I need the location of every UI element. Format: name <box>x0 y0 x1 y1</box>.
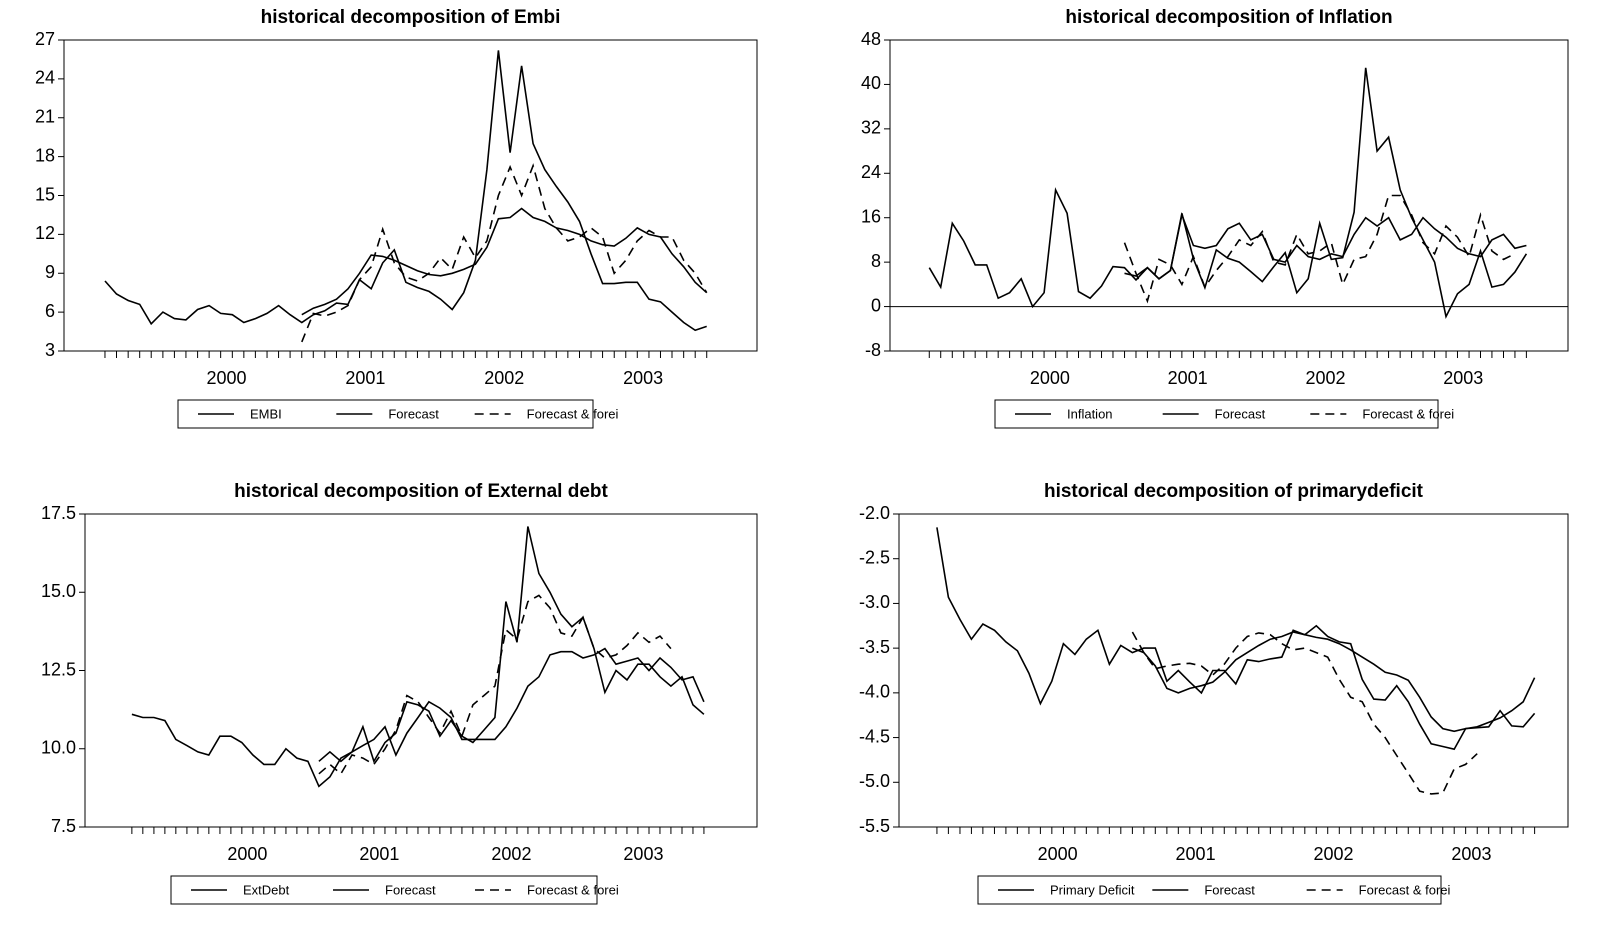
chart-panel: historical decomposition of External deb… <box>41 481 758 905</box>
x-tick-label: 2000 <box>1038 844 1078 864</box>
x-tick-label: 2001 <box>1168 368 1208 388</box>
x-tick-label: 2002 <box>491 844 531 864</box>
chart-panel: historical decomposition of primarydefic… <box>859 481 1569 905</box>
series-line <box>301 207 708 316</box>
legend-frame <box>977 875 1442 905</box>
y-tick-label: -4.5 <box>859 726 890 746</box>
legend-label: ExtDebt <box>243 882 290 897</box>
series-line <box>318 647 705 763</box>
legend-frame <box>170 875 598 905</box>
series-line <box>936 527 1536 751</box>
y-tick-label: 24 <box>35 68 55 88</box>
series-line <box>318 594 672 776</box>
y-tick-label: 18 <box>35 145 55 165</box>
legend-label: Forecast & forei <box>527 406 619 421</box>
chart-title: historical decomposition of Embi <box>261 7 561 28</box>
y-tick-label: 7.5 <box>51 816 76 836</box>
y-tick-label: 32 <box>861 118 881 138</box>
series-line <box>104 50 707 332</box>
y-tick-label: 40 <box>861 73 881 93</box>
y-tick-label: -5.5 <box>859 816 890 836</box>
y-tick-label: -2.0 <box>859 503 890 523</box>
legend: EMBI Forecast Forecast & forei <box>177 399 619 429</box>
plot-frame <box>889 39 1569 352</box>
x-tick-label: 2003 <box>623 844 663 864</box>
y-tick-label: 12 <box>35 223 55 243</box>
chart-title: historical decomposition of External deb… <box>234 481 608 502</box>
chart-panel: historical decomposition of Embi 3 6 9 12 15 1… <box>35 7 758 429</box>
series-line <box>1132 631 1536 733</box>
x-tick-label: 2000 <box>206 368 246 388</box>
x-tick-label: 2003 <box>1443 368 1483 388</box>
x-tick-label: 2001 <box>1176 844 1216 864</box>
legend-label: EMBI <box>250 406 282 421</box>
legend-frame <box>177 399 594 429</box>
y-tick-label: 15 <box>35 184 55 204</box>
y-tick-label: 12.5 <box>41 659 76 679</box>
chart-title: historical decomposition of primarydefic… <box>1044 481 1424 502</box>
y-tick-label: 6 <box>45 301 55 321</box>
y-tick-label: 15.0 <box>41 581 76 601</box>
y-tick-label: 10.0 <box>41 738 76 758</box>
legend-label: Forecast & forei <box>1362 406 1454 421</box>
legend: ExtDebt Forecast Forecast & forei <box>170 875 619 905</box>
legend-label: Primary Deficit <box>1050 882 1135 897</box>
series-line <box>1131 631 1478 795</box>
y-tick-label: -3.0 <box>859 592 890 612</box>
x-tick-label: 2000 <box>227 844 267 864</box>
series-line <box>928 67 1528 320</box>
x-tick-label: 2000 <box>1030 368 1070 388</box>
y-tick-label: 8 <box>871 251 881 271</box>
legend-label: Forecast & forei <box>1359 882 1451 897</box>
y-tick-label: 9 <box>45 262 55 282</box>
series-line <box>301 163 708 343</box>
legend-label: Forecast & forei <box>527 882 619 897</box>
x-tick-label: 2002 <box>484 368 524 388</box>
y-tick-label: 21 <box>35 107 55 127</box>
legend-frame <box>994 399 1439 429</box>
x-tick-label: 2001 <box>359 844 399 864</box>
y-tick-label: -8 <box>865 340 881 360</box>
y-tick-label: -4.0 <box>859 682 890 702</box>
y-tick-label: -5.0 <box>859 771 890 791</box>
y-tick-label: -2.5 <box>859 547 890 567</box>
legend-label: Forecast <box>1215 406 1266 421</box>
x-tick-label: 2003 <box>623 368 663 388</box>
x-tick-label: 2001 <box>345 368 385 388</box>
chart-panel: historical decomposition of Inflation -8 0… <box>861 7 1569 429</box>
y-tick-label: 17.5 <box>41 503 76 523</box>
y-tick-label: 48 <box>861 29 881 49</box>
legend: Primary Deficit Forecast Forecast & forei <box>977 875 1451 905</box>
chart-title: historical decomposition of Inflation <box>1065 7 1392 28</box>
plot-frame <box>63 39 758 352</box>
y-tick-label: 16 <box>861 206 881 226</box>
plot-frame <box>84 513 758 828</box>
series-line <box>1124 212 1527 280</box>
legend-label: Forecast <box>1204 882 1255 897</box>
x-tick-label: 2003 <box>1451 844 1491 864</box>
legend-label: Inflation <box>1067 406 1113 421</box>
y-tick-label: 27 <box>35 29 55 49</box>
legend-label: Forecast <box>388 406 439 421</box>
y-tick-label: 0 <box>871 295 881 315</box>
legend: Inflation Forecast Forecast & forei <box>994 399 1454 429</box>
x-tick-label: 2002 <box>1313 844 1353 864</box>
series-line <box>1123 194 1516 304</box>
plot-frame <box>898 513 1569 828</box>
y-tick-label: 24 <box>861 162 881 182</box>
legend-label: Forecast <box>385 882 436 897</box>
y-tick-label: -3.5 <box>859 637 890 657</box>
y-tick-label: 3 <box>45 340 55 360</box>
x-tick-label: 2002 <box>1305 368 1345 388</box>
series-line <box>131 526 705 788</box>
